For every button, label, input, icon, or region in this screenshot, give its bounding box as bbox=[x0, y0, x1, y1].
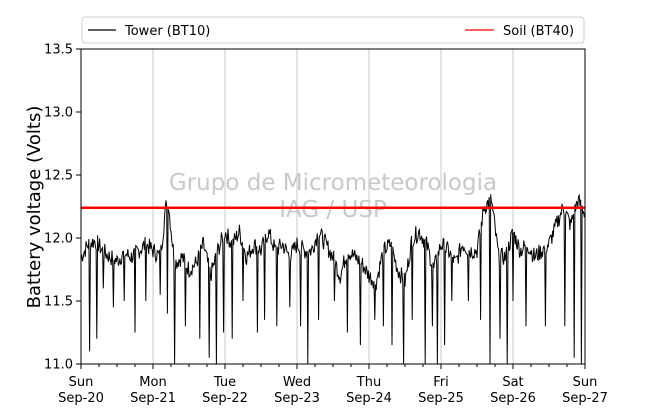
x-tick-day: Thu bbox=[356, 375, 381, 390]
legend: Tower (BT10) Soil (BT40) bbox=[81, 16, 585, 44]
x-tick-date: Sep-21 bbox=[130, 391, 176, 406]
series-lines bbox=[81, 193, 585, 364]
legend-label-soil: Soil (BT40) bbox=[503, 24, 574, 39]
y-tick-label: 12.5 bbox=[44, 169, 73, 184]
x-tick-day: Sun bbox=[69, 375, 94, 390]
x-tick-day: Mon bbox=[139, 375, 166, 390]
x-tick-day: Fri bbox=[433, 375, 449, 390]
x-tick-day: Sun bbox=[573, 375, 598, 390]
axis-ticks: SunSep-20MonSep-21TueSep-22WedSep-23ThuS… bbox=[44, 43, 608, 407]
x-tick-date: Sep-23 bbox=[274, 391, 320, 406]
y-tick-label: 11.0 bbox=[44, 358, 73, 373]
series-tower-line bbox=[81, 193, 585, 364]
watermark-line-2: IAG / USP bbox=[279, 197, 387, 223]
x-tick-date: Sep-20 bbox=[58, 391, 104, 406]
y-tick-label: 13.5 bbox=[44, 43, 73, 58]
watermark-line-1: Grupo de Micrometeorologia bbox=[169, 170, 497, 196]
x-tick-date: Sep-24 bbox=[346, 391, 392, 406]
grid-lines bbox=[152, 49, 514, 364]
x-tick-date: Sep-27 bbox=[562, 391, 608, 406]
x-tick-date: Sep-26 bbox=[490, 391, 536, 406]
y-tick-label: 11.5 bbox=[44, 295, 73, 310]
legend-box bbox=[81, 16, 585, 44]
legend-label-tower: Tower (BT10) bbox=[124, 24, 210, 39]
x-tick-day: Wed bbox=[283, 375, 311, 390]
x-tick-date: Sep-25 bbox=[418, 391, 464, 406]
x-tick-day: Sat bbox=[502, 375, 523, 390]
x-tick-date: Sep-22 bbox=[202, 391, 248, 406]
y-axis-label: Battery voltage (Volts) bbox=[24, 106, 45, 309]
x-tick-day: Tue bbox=[213, 375, 236, 390]
y-tick-label: 12.0 bbox=[44, 232, 73, 247]
y-tick-label: 13.0 bbox=[44, 106, 73, 121]
